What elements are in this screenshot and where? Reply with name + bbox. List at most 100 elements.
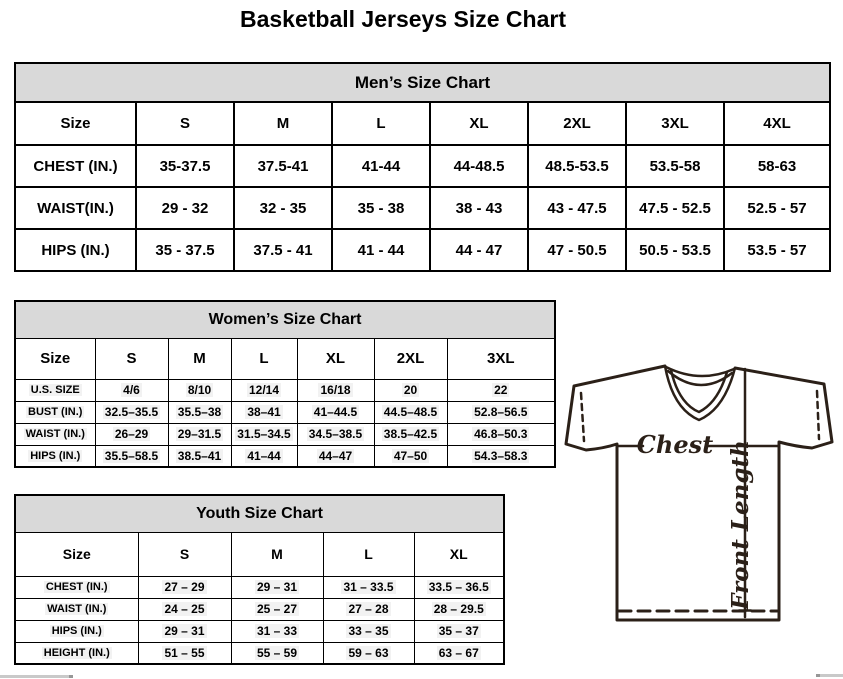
value-cell: 38.5–42.5 xyxy=(373,422,448,446)
scrollbar-fragment-left[interactable] xyxy=(0,675,73,678)
cell-text: 47–50 xyxy=(391,448,430,463)
scrollbar-nub[interactable] xyxy=(69,675,73,678)
value-cell: 44.5–48.5 xyxy=(373,400,448,424)
cell-text: 34.5–38.5 xyxy=(306,427,365,441)
value-cell: 26–29 xyxy=(94,422,169,446)
value-cell: 48.5-53.5 xyxy=(527,144,627,188)
value-cell: 46.8–50.3 xyxy=(446,422,556,446)
cell-text: 38.5–42.5 xyxy=(381,427,440,441)
value-cell: 53.5 - 57 xyxy=(722,228,832,272)
table-row: WAIST (IN.) 26–29 29–31.5 31.5–34.5 34.5… xyxy=(14,422,556,446)
cell-text: 35.5–58.5 xyxy=(102,448,161,463)
value-cell: 58-63 xyxy=(722,144,832,188)
cell-text: 28 – 29.5 xyxy=(431,602,486,616)
cell-text: 46.8–50.3 xyxy=(472,427,530,441)
value-cell: 8/10 xyxy=(167,378,232,402)
row-label: BUST (IN.) xyxy=(14,400,96,424)
value-cell: 44 - 47 xyxy=(429,228,529,272)
cell-text: 16/18 xyxy=(318,383,353,397)
value-cell: 4/6 xyxy=(94,378,169,402)
table-row: BUST (IN.) 32.5–35.5 35.5–38 38–41 41–44… xyxy=(14,400,556,424)
value-cell: 41–44 xyxy=(230,444,298,468)
table-row: Women’s Size Chart xyxy=(14,300,556,339)
row-label: WAIST(IN.) xyxy=(14,186,137,230)
cell-text: 52.8–56.5 xyxy=(472,405,530,419)
value-cell: 47.5 - 52.5 xyxy=(625,186,725,230)
column-header: 4XL xyxy=(722,101,832,146)
cell-text: 63 – 67 xyxy=(436,645,481,660)
cell-text: 44–47 xyxy=(316,448,355,463)
cell-text: CHEST (IN.) xyxy=(43,581,110,593)
cell-text: HIPS (IN.) xyxy=(49,625,104,637)
row-label: CHEST (IN.) xyxy=(14,575,139,599)
value-cell: 20 xyxy=(373,378,448,402)
jersey-diagram: Chest Front Length xyxy=(564,364,834,622)
table-row: HIPS (IN.) 29 – 31 31 – 33 33 – 35 35 – … xyxy=(14,619,505,643)
chest-label: Chest xyxy=(637,430,713,459)
column-header: S xyxy=(94,337,169,380)
column-header: M xyxy=(167,337,232,380)
row-label: WAIST (IN.) xyxy=(14,422,96,446)
right-cuff-dashed-seam xyxy=(815,389,821,441)
value-cell: 63 – 67 xyxy=(413,641,505,665)
collar-back-line xyxy=(664,365,736,378)
table-row: Size S M L XL xyxy=(14,531,505,577)
column-header: XL xyxy=(413,531,505,577)
value-cell: 25 – 27 xyxy=(230,597,324,621)
column-header: 3XL xyxy=(446,337,556,380)
value-cell: 28 – 29.5 xyxy=(413,597,505,621)
value-cell: 27 – 28 xyxy=(322,597,415,621)
value-cell: 22 xyxy=(446,378,556,402)
table-row: HIPS (IN.) 35.5–58.5 38.5–41 41–44 44–47… xyxy=(14,444,556,468)
scrollbar-fragment-right[interactable] xyxy=(816,674,843,677)
value-cell: 59 – 63 xyxy=(322,641,415,665)
row-label: HIPS (IN.) xyxy=(14,444,96,468)
value-cell: 31 – 33.5 xyxy=(322,575,415,599)
value-cell: 29–31.5 xyxy=(167,422,232,446)
youth-chart-title: Youth Size Chart xyxy=(14,494,505,533)
row-label: U.S. SIZE xyxy=(14,378,96,402)
value-cell: 35-37.5 xyxy=(135,144,235,188)
cell-text: 29 – 31 xyxy=(162,624,207,638)
value-cell: 32 - 35 xyxy=(233,186,333,230)
cell-text: 44.5–48.5 xyxy=(381,405,440,419)
cell-text: 33 – 35 xyxy=(346,624,391,638)
scrollbar-nub[interactable] xyxy=(816,674,820,677)
cell-text: WAIST (IN.) xyxy=(45,603,109,615)
front-length-label: Front Length xyxy=(727,440,754,611)
value-cell: 38 - 43 xyxy=(429,186,529,230)
column-header: M xyxy=(233,101,333,146)
value-cell: 41–44.5 xyxy=(296,400,375,424)
table-row: Men’s Size Chart xyxy=(13,62,832,103)
cell-text: 32.5–35.5 xyxy=(102,405,161,419)
cell-text: 12/14 xyxy=(246,383,282,397)
cell-text: 38.5–41 xyxy=(175,448,224,463)
cell-text: 35 – 37 xyxy=(436,624,481,638)
row-label: CHEST (IN.) xyxy=(14,144,137,188)
table-row: CHEST (IN.) 27 – 29 29 – 31 31 – 33.5 33… xyxy=(14,575,505,599)
cell-text: WAIST (IN.) xyxy=(23,428,87,440)
cell-text: 4/6 xyxy=(121,383,142,397)
cell-text: 31 – 33.5 xyxy=(341,580,396,594)
cell-text: BUST (IN.) xyxy=(26,406,85,418)
value-cell: 51 – 55 xyxy=(137,641,232,665)
column-header: XL xyxy=(296,337,375,380)
cell-text: HEIGHT (IN.) xyxy=(41,646,112,659)
cell-text: U.S. SIZE xyxy=(28,384,82,396)
value-cell: 33.5 – 36.5 xyxy=(413,575,505,599)
mens-chart-title: Men’s Size Chart xyxy=(13,62,832,103)
value-cell: 29 - 32 xyxy=(135,186,235,230)
value-cell: 47–50 xyxy=(373,444,448,468)
column-header: S xyxy=(137,531,232,577)
cell-text: 29–31.5 xyxy=(175,427,224,441)
value-cell: 38–41 xyxy=(230,400,298,424)
cell-text: 27 – 28 xyxy=(346,602,391,616)
cell-text: 55 – 59 xyxy=(254,645,300,660)
v-neck-outer-line xyxy=(663,364,737,422)
value-cell: 27 – 29 xyxy=(137,575,232,599)
cell-text: 8/10 xyxy=(185,383,214,397)
cell-text: 59 – 63 xyxy=(346,645,391,660)
cell-text: 24 – 25 xyxy=(162,602,207,616)
value-cell: 12/14 xyxy=(230,378,298,402)
